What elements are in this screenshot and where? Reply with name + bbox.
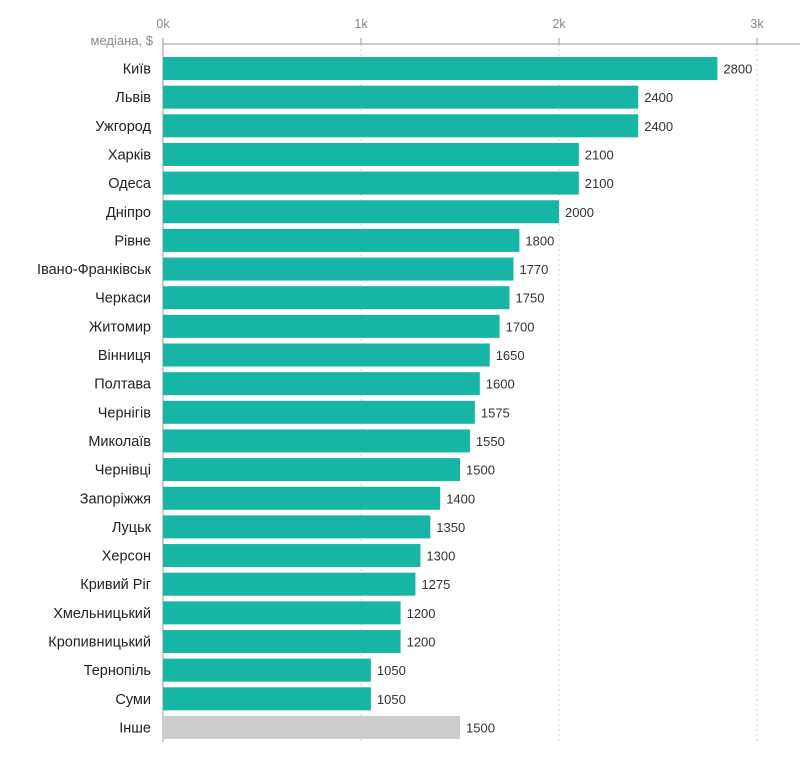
category-label: Київ [123, 62, 152, 78]
value-label: 2800 [723, 62, 752, 77]
category-label: Хмельницький [53, 606, 151, 622]
value-label: 1200 [407, 635, 436, 650]
category-label: Інше [119, 720, 151, 736]
value-label: 1400 [446, 491, 475, 506]
bar [163, 372, 480, 396]
category-label: Чернівці [95, 463, 151, 479]
bar [163, 715, 460, 739]
value-label: 2100 [585, 147, 614, 162]
category-label: Миколаїв [88, 434, 151, 450]
category-label: Полтава [94, 377, 152, 393]
bar [163, 171, 579, 195]
category-label: Кривий Ріг [80, 577, 151, 593]
bar [163, 544, 421, 568]
value-label: 1050 [377, 692, 406, 707]
category-label: Івано-Франківськ [37, 262, 152, 278]
category-label: Рівне [114, 233, 151, 249]
value-label: 2100 [585, 176, 614, 191]
category-label: Чернігів [98, 405, 152, 421]
bars [163, 57, 718, 739]
value-label: 1770 [519, 262, 548, 277]
bar [163, 458, 460, 482]
bar [163, 142, 579, 166]
category-label: Кропивницький [48, 635, 151, 651]
bar [163, 658, 371, 682]
value-label: 2400 [644, 90, 673, 105]
category-label: Вінниця [98, 348, 151, 364]
value-labels: 2800 2400 2400 2100 2100 2000 1800 1770 1750 1700… [377, 62, 752, 736]
bar [163, 200, 559, 224]
category-label: Житомир [89, 319, 151, 335]
value-label: 1200 [407, 606, 436, 621]
category-label: Запоріжжя [80, 491, 151, 507]
value-label: 1650 [496, 348, 525, 363]
x-axis-title: медіана, $ [91, 33, 154, 48]
tick-label-3k: 3k [750, 17, 764, 31]
bar [163, 314, 500, 338]
category-labels: Київ Львів Ужгород Харків Одеса Дніпро Рівне Ів… [37, 62, 152, 737]
value-label: 1550 [476, 434, 505, 449]
value-label: 1050 [377, 663, 406, 678]
category-label: Суми [115, 692, 151, 708]
value-label: 1700 [506, 319, 535, 334]
value-label: 1575 [481, 405, 510, 420]
value-label: 1275 [421, 577, 450, 592]
bar [163, 343, 490, 367]
value-label: 1350 [436, 520, 465, 535]
category-label: Ужгород [95, 119, 151, 135]
value-label: 1600 [486, 377, 515, 392]
value-label: 1300 [426, 549, 455, 564]
tick-label-0k: 0k [156, 17, 170, 31]
bar [163, 114, 639, 138]
bar [163, 57, 718, 80]
value-label: 2400 [644, 119, 673, 134]
value-label: 1800 [525, 233, 554, 248]
bar [163, 601, 401, 625]
bar [163, 400, 475, 424]
bar [163, 687, 371, 711]
category-label: Луцьк [112, 520, 152, 536]
category-label: Тернопіль [84, 663, 151, 679]
value-label: 1500 [466, 720, 495, 735]
bar [163, 515, 431, 539]
tick-label-2k: 2k [552, 17, 566, 31]
bar [163, 286, 510, 310]
category-label: Одеса [108, 176, 152, 192]
category-label: Черкаси [95, 291, 151, 307]
bar [163, 429, 470, 453]
category-label: Херсон [102, 549, 151, 565]
bar [163, 228, 520, 252]
bar [163, 572, 416, 596]
bar [163, 85, 639, 109]
tick-label-1k: 1k [354, 17, 368, 31]
value-label: 1500 [466, 463, 495, 478]
category-label: Львів [115, 90, 151, 106]
value-label: 2000 [565, 205, 594, 220]
category-label: Дніпро [106, 205, 151, 221]
bar [163, 257, 514, 281]
bar [163, 630, 401, 653]
bar [163, 486, 441, 510]
category-label: Харків [108, 147, 151, 163]
value-label: 1750 [516, 291, 545, 306]
